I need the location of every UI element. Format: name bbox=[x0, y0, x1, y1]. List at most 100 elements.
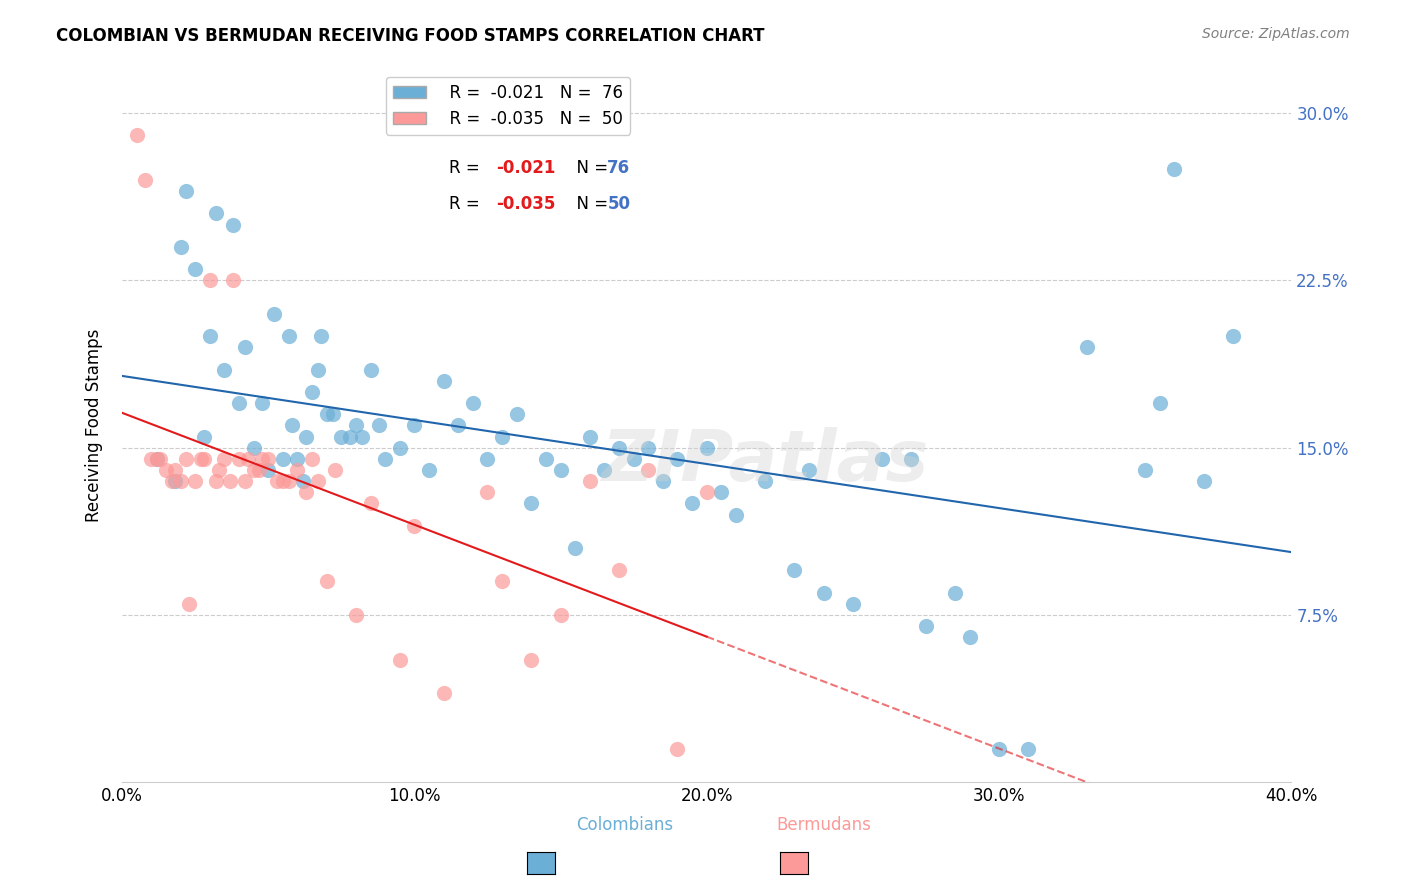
Point bbox=[176, 184, 198, 198]
Point bbox=[1076, 340, 1098, 354]
Point bbox=[870, 451, 893, 466]
Point bbox=[252, 451, 274, 466]
Text: N =: N = bbox=[567, 160, 614, 178]
Point bbox=[214, 362, 236, 376]
Point bbox=[309, 329, 332, 343]
Point bbox=[637, 463, 659, 477]
Point bbox=[193, 429, 215, 443]
Text: 50: 50 bbox=[607, 195, 630, 213]
Text: R =: R = bbox=[450, 160, 485, 178]
Point bbox=[388, 441, 411, 455]
Point bbox=[233, 340, 256, 354]
Point bbox=[447, 418, 470, 433]
Point bbox=[724, 508, 747, 522]
Point bbox=[315, 574, 337, 589]
Point bbox=[242, 463, 264, 477]
Point bbox=[578, 474, 600, 488]
Point bbox=[607, 563, 630, 577]
Point bbox=[959, 630, 981, 644]
Point bbox=[564, 541, 586, 555]
Legend:   R =  -0.021   N =  76,   R =  -0.035   N =  50: R = -0.021 N = 76, R = -0.035 N = 50 bbox=[385, 77, 630, 135]
Point bbox=[374, 451, 396, 466]
Text: 76: 76 bbox=[607, 160, 630, 178]
Point bbox=[301, 384, 323, 399]
Point bbox=[204, 206, 226, 220]
Point bbox=[988, 741, 1011, 756]
Point bbox=[146, 451, 169, 466]
Point bbox=[783, 563, 806, 577]
Point bbox=[257, 463, 280, 477]
Point bbox=[277, 329, 299, 343]
Point bbox=[207, 463, 229, 477]
Point bbox=[228, 396, 250, 410]
Point bbox=[534, 451, 557, 466]
Point bbox=[146, 451, 169, 466]
Point bbox=[307, 362, 329, 376]
Point bbox=[249, 463, 271, 477]
Point bbox=[277, 474, 299, 488]
Point bbox=[360, 496, 382, 510]
Point bbox=[204, 474, 226, 488]
Point bbox=[797, 463, 820, 477]
Point bbox=[404, 518, 426, 533]
Point bbox=[163, 463, 186, 477]
Text: -0.035: -0.035 bbox=[496, 195, 555, 213]
Point bbox=[520, 652, 543, 666]
Point bbox=[404, 418, 426, 433]
Point bbox=[1149, 396, 1171, 410]
Point bbox=[344, 418, 367, 433]
Point bbox=[754, 474, 776, 488]
Point bbox=[344, 607, 367, 622]
Point bbox=[179, 597, 201, 611]
Point bbox=[292, 474, 315, 488]
Text: Colombians: Colombians bbox=[576, 816, 673, 834]
Point bbox=[307, 474, 329, 488]
Point bbox=[236, 451, 259, 466]
Point bbox=[242, 441, 264, 455]
Point bbox=[943, 585, 966, 599]
Point bbox=[433, 686, 456, 700]
Point bbox=[287, 451, 309, 466]
Point bbox=[325, 463, 347, 477]
Point bbox=[593, 463, 616, 477]
Point bbox=[666, 741, 689, 756]
Point bbox=[271, 474, 294, 488]
Point bbox=[637, 441, 659, 455]
Point bbox=[520, 496, 543, 510]
Point bbox=[141, 451, 163, 466]
Point bbox=[193, 451, 215, 466]
Point bbox=[252, 396, 274, 410]
Text: COLOMBIAN VS BERMUDAN RECEIVING FOOD STAMPS CORRELATION CHART: COLOMBIAN VS BERMUDAN RECEIVING FOOD STA… bbox=[56, 27, 765, 45]
Text: -0.021: -0.021 bbox=[496, 160, 555, 178]
Point bbox=[550, 607, 572, 622]
Point bbox=[301, 451, 323, 466]
Point bbox=[623, 451, 645, 466]
Point bbox=[125, 128, 148, 143]
Point bbox=[681, 496, 703, 510]
Point bbox=[184, 474, 207, 488]
Point bbox=[1133, 463, 1156, 477]
Point bbox=[418, 463, 440, 477]
Point bbox=[1163, 161, 1185, 176]
Point bbox=[176, 451, 198, 466]
Point bbox=[295, 429, 318, 443]
Point bbox=[330, 429, 353, 443]
Text: Bermudans: Bermudans bbox=[776, 816, 872, 834]
Point bbox=[461, 396, 484, 410]
Point bbox=[198, 329, 221, 343]
Y-axis label: Receiving Food Stamps: Receiving Food Stamps bbox=[86, 328, 103, 522]
Point bbox=[433, 374, 456, 388]
Point bbox=[607, 441, 630, 455]
Point bbox=[578, 429, 600, 443]
Point bbox=[228, 451, 250, 466]
Point bbox=[280, 418, 302, 433]
Point bbox=[477, 485, 499, 500]
Point bbox=[350, 429, 373, 443]
Point bbox=[550, 463, 572, 477]
Point bbox=[134, 173, 156, 187]
Point bbox=[155, 463, 177, 477]
Point bbox=[368, 418, 391, 433]
Point bbox=[322, 407, 344, 421]
Text: Source: ZipAtlas.com: Source: ZipAtlas.com bbox=[1202, 27, 1350, 41]
Point bbox=[915, 619, 938, 633]
